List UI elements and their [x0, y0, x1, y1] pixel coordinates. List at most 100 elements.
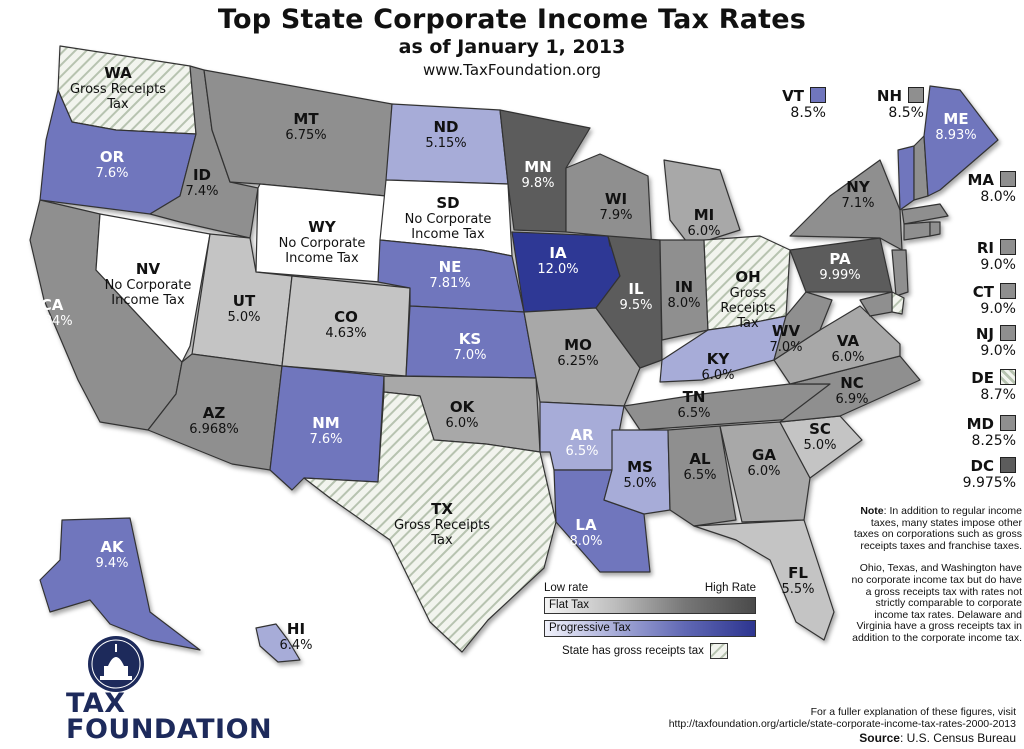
- state-label-hi: HI 6.4%: [279, 620, 312, 653]
- state-label-id: ID 7.4%: [185, 166, 218, 199]
- small-state-nj: NJ 9.0%: [938, 324, 1016, 359]
- explanation-url[interactable]: http://taxfoundation.org/article/state-c…: [668, 718, 1016, 730]
- small-state-md: MD 8.25%: [938, 414, 1016, 449]
- state-label-nc: NC 6.9%: [835, 374, 868, 407]
- note-paragraph-1: : In addition to regular income taxes, m…: [853, 505, 1022, 552]
- state-label-ga: GA 6.0%: [747, 446, 780, 479]
- capitol-seal-icon: Since 1937: [88, 636, 166, 692]
- state-label-ks: KS 7.0%: [453, 330, 486, 363]
- state-label-la: LA 8.0%: [569, 516, 602, 549]
- state-label-sd: SD No Corporate Income Tax: [405, 194, 492, 242]
- note-paragraph-2: Ohio, Texas, and Washington have no corp…: [851, 562, 1022, 644]
- state-label-ok: OK 6.0%: [445, 398, 478, 431]
- state-label-az: AZ 6.968%: [189, 404, 239, 437]
- logo-year: 1937: [144, 664, 166, 677]
- state-wy: [255, 183, 387, 283]
- state-label-nd: ND 5.15%: [425, 118, 466, 151]
- state-label-me: ME 8.93%: [935, 110, 976, 143]
- state-ct: [903, 221, 931, 241]
- state-mi: [663, 159, 741, 247]
- small-state-abbr: NJ: [975, 325, 994, 343]
- state-label-wv: WV 7.0%: [769, 322, 802, 355]
- small-state-rate: 8.0%: [980, 189, 1016, 205]
- state-label-wy: WY No Corporate Income Tax: [279, 218, 366, 266]
- small-state-rate: 9.975%: [962, 475, 1016, 491]
- state-label-nm: NM 7.6%: [309, 414, 342, 447]
- small-state-rate: 8.5%: [888, 105, 924, 121]
- logo-word-tax: TAX: [66, 688, 126, 719]
- small-state-dc: DC 9.975%: [938, 456, 1016, 491]
- small-state-rate: 9.0%: [980, 257, 1016, 273]
- source-value: : U.S. Census Bureau: [899, 731, 1016, 745]
- state-nj: [891, 249, 909, 297]
- small-state-rate: 8.5%: [790, 105, 826, 121]
- state-label-in: IN 8.0%: [667, 278, 700, 311]
- state-ma: [901, 203, 949, 225]
- state-label-co: CO 4.63%: [325, 308, 366, 341]
- state-al: [667, 425, 737, 527]
- state-label-va: VA 6.0%: [831, 332, 864, 365]
- small-state-de: DE 8.7%: [938, 368, 1016, 403]
- state-label-mt: MT 6.75%: [285, 110, 326, 143]
- state-label-ar: AR 6.5%: [565, 426, 598, 459]
- state-label-wa: WA Gross Receipts Tax: [70, 64, 166, 112]
- small-state-swatch-icon: [1000, 457, 1016, 473]
- legend-flat-bar: Flat Tax: [544, 597, 756, 614]
- legend-progressive-label: Progressive Tax: [549, 622, 631, 634]
- state-nv: [95, 213, 211, 363]
- state-label-ky: KY 6.0%: [701, 350, 734, 383]
- state-label-mi: MI 6.0%: [687, 206, 720, 239]
- state-vt: [897, 145, 915, 211]
- state-label-fl: FL 5.5%: [781, 564, 814, 597]
- small-state-swatch-icon: [1000, 283, 1016, 299]
- state-label-al: AL 6.5%: [683, 450, 716, 483]
- legend-low-label: Low rate: [544, 582, 589, 594]
- state-hi: [255, 623, 301, 663]
- state-label-ak: AK 9.4%: [95, 538, 128, 571]
- state-label-ia: IA 12.0%: [537, 244, 578, 277]
- legend: Low rate High Rate Flat Tax Progressive …: [544, 582, 756, 659]
- tax-foundation-logo: Since 1937 TAX FOUNDATION: [66, 636, 272, 747]
- state-label-wi: WI 7.9%: [599, 190, 632, 223]
- map-subtitle: as of January 1, 2013: [398, 36, 626, 58]
- small-state-swatch-icon: [1000, 415, 1016, 431]
- small-state-swatch-icon: [1000, 171, 1016, 187]
- state-label-nv: NV No Corporate Income Tax: [105, 260, 192, 308]
- source-credit: Source: U.S. Census Bureau: [859, 731, 1016, 745]
- small-state-swatch-icon: [1000, 239, 1016, 255]
- small-state-abbr: MD: [966, 415, 994, 433]
- small-state-ri: RI 9.0%: [938, 238, 1016, 273]
- state-label-oh: OH Gross Receipts Tax: [720, 268, 776, 331]
- state-ak: [39, 517, 201, 651]
- legend-high-label: High Rate: [704, 582, 756, 594]
- small-state-abbr: NH: [876, 87, 902, 105]
- legend-flat-label: Flat Tax: [549, 599, 590, 611]
- small-state-abbr: VT: [782, 87, 804, 105]
- state-ga: [719, 421, 811, 523]
- logo-since: Since: [144, 652, 166, 665]
- small-state-swatch-icon: [1000, 369, 1016, 385]
- website-url: www.TaxFoundation.org: [422, 61, 602, 79]
- state-fl: [693, 519, 835, 641]
- state-label-ms: MS 5.0%: [623, 458, 656, 491]
- small-state-abbr: MA: [967, 171, 994, 189]
- state-label-mn: MN 9.8%: [521, 158, 554, 191]
- small-state-rate: 9.0%: [980, 301, 1016, 317]
- explanation-link: For a fuller explanation of these figure…: [669, 706, 1016, 730]
- state-label-ny: NY 7.1%: [841, 178, 874, 211]
- small-state-nh: NH 8.5%: [846, 86, 924, 121]
- small-state-rate: 8.25%: [971, 433, 1016, 449]
- small-state-ct: CT 9.0%: [938, 282, 1016, 317]
- small-state-abbr: RI: [976, 239, 994, 257]
- legend-progressive-bar: Progressive Tax: [544, 620, 756, 637]
- state-label-il: IL 9.5%: [619, 280, 652, 313]
- state-ri: [929, 221, 941, 237]
- small-state-swatch-icon: [1000, 325, 1016, 341]
- note-text: Note: In addition to regular income taxe…: [846, 505, 1022, 656]
- map-title: Top State Corporate Income Tax Rates: [217, 4, 807, 35]
- explanation-text: For a fuller explanation of these figure…: [810, 706, 1016, 718]
- state-tx: [303, 391, 557, 653]
- state-label-ut: UT 5.0%: [227, 292, 260, 325]
- note-label: Note: [860, 505, 884, 517]
